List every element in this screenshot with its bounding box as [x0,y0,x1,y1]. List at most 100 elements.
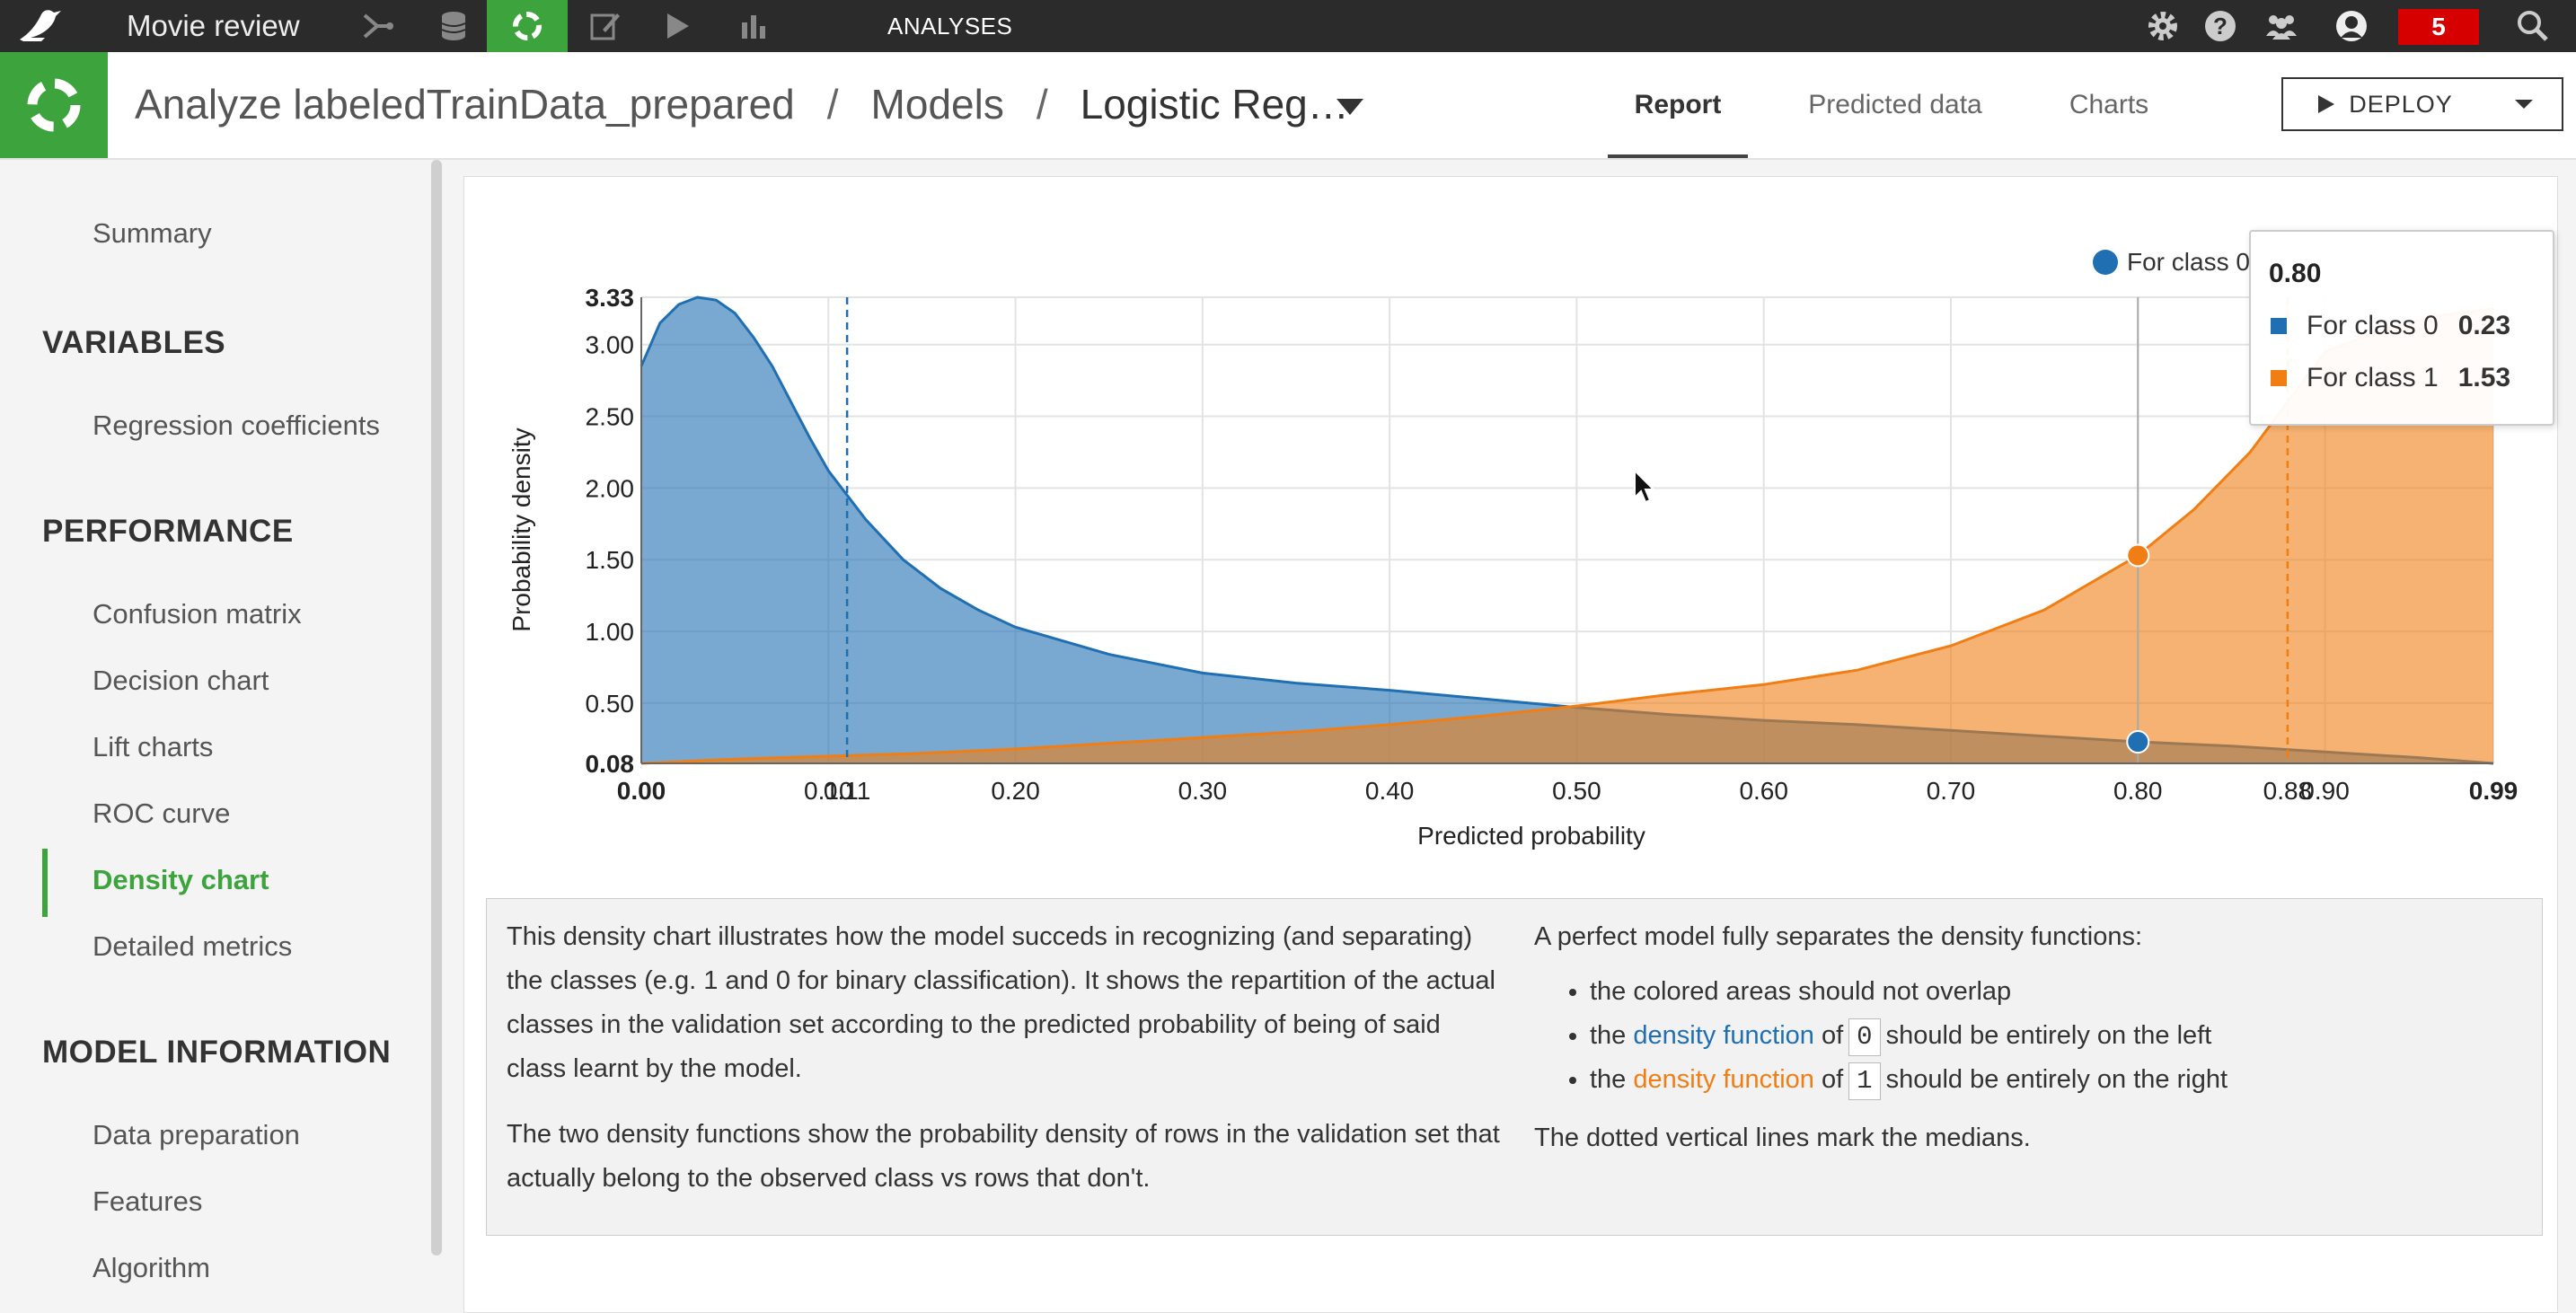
help-icon[interactable]: ? [2193,0,2247,52]
breadcrumb-separator: / [1036,81,1048,128]
y-tick-label: 2.00 [586,474,635,502]
svg-text:?: ? [2213,13,2228,40]
tab-predicted-data[interactable]: Predicted data [1808,90,1982,119]
x-tick-label: 0.40 [1365,777,1415,805]
density-function-link-class1: density function [1633,1065,1814,1094]
chart-areas [640,295,2494,765]
list-item-text: the [1590,1065,1627,1094]
breadcrumb: Analyze labeledTrainData_prepared / Models… [135,52,1349,158]
chart-tooltip: 0.80 For class 0 0.23 For class 1 1.53 [2249,230,2554,426]
density-chart[interactable]: 0.11 0.88 0.00 0.10 0.20 0.30 0.40 0.50 0.60 0.7… [0,0,2576,898]
model-dropdown-icon[interactable] [1329,88,1371,124]
chart-legend[interactable]: For class 0 [2093,248,2250,277]
list-item-text: should be entirely on the right [1885,1065,2228,1094]
report-sidebar: Summary VARIABLES Regression coefficient… [0,160,429,1311]
y-tick-label: 3.33 [586,284,635,312]
breadcrumb-separator: / [826,81,839,128]
y-tick-label: 2.50 [586,403,635,431]
sidebar-item-confusion-matrix[interactable]: Confusion matrix [93,598,302,630]
notifications-badge[interactable]: 5 [2398,9,2479,45]
y-axis-title: Probability density [507,427,535,631]
tab-charts[interactable]: Charts [2069,90,2149,119]
sidebar-item-roc-curve[interactable]: ROC curve [93,797,231,829]
tooltip-value-class0: 0.23 [2457,311,2511,340]
sidebar-item-detailed-metrics[interactable]: Detailed metrics [93,930,293,962]
page-header: Analyze labeledTrainData_prepared / Models… [0,52,2576,160]
explanation-left: This density chart illustrates how the m… [507,915,1504,1222]
sidebar-item-data-preparation[interactable]: Data preparation [93,1119,300,1150]
breadcrumb-model: Logistic Reg… [1080,81,1349,128]
density-area-class1 [641,308,2493,763]
tooltip-swatch-class1 [2271,370,2287,386]
hover-marker-class1 [2126,543,2150,568]
project-name[interactable]: Movie review [127,9,300,42]
analysis-logo-icon[interactable] [0,52,108,158]
deploy-label: DEPLOY [2349,90,2453,118]
app-logo-icon[interactable] [14,5,68,47]
list-item-text: the colored areas should not overlap [1590,977,2012,1006]
sidebar-item-summary[interactable]: Summary [93,217,212,249]
class-code-0: 0 [1848,1018,1881,1056]
gear-icon[interactable] [2136,0,2190,52]
chart-axes: 0.00 0.10 0.20 0.30 0.40 0.50 0.60 0.70 0.80 0.90… [507,284,2518,850]
density-function-link-class0: density function [1633,1021,1814,1050]
chevron-down-icon [2515,100,2533,109]
sidebar-section-performance: PERFORMANCE [42,514,294,549]
sidebar-scrollbar[interactable] [431,160,442,1256]
hover-marker-class0 [2126,730,2150,754]
x-tick-label: 0.60 [1739,777,1788,805]
sidebar-item-lift-charts[interactable]: Lift charts [93,731,214,762]
tooltip-value-class1: 1.53 [2457,363,2511,392]
x-tick-label: 0.80 [2113,777,2163,805]
class-code-1: 1 [1848,1062,1881,1100]
list-item-text: of [1821,1065,1844,1094]
tooltip-swatch-class0 [2271,318,2287,334]
datasets-icon[interactable] [422,0,485,52]
list-item-text: the [1590,1021,1627,1050]
x-tick-label: 0.30 [1178,777,1228,805]
explanation-list: the colored areas should not overlap the… [1534,970,2513,1102]
people-icon[interactable] [2254,0,2308,52]
tab-report[interactable]: Report [1608,52,1748,158]
x-tick-label: 0.00 [617,777,666,805]
legend-label-class0: For class 0 [2127,248,2250,276]
sidebar-section-model-information: MODEL INFORMATION [42,1035,392,1070]
explanation-right: A perfect model fully separates the dens… [1534,915,2513,1182]
explanation-note: The dotted vertical lines mark the media… [1534,1124,2031,1152]
play-icon [2318,95,2335,113]
flow-icon[interactable] [346,0,409,52]
y-tick-label: 1.00 [586,618,635,646]
notebooks-icon[interactable] [573,0,636,52]
x-tick-label: 0.70 [1927,777,1976,805]
explanation-paragraph-2: The two density functions show the proba… [507,1120,1500,1193]
sidebar-item-features[interactable]: Features [93,1185,203,1217]
sidebar-item-decision-chart[interactable]: Decision chart [93,665,269,696]
median-label-class1: 0.88 [2263,777,2313,805]
user-avatar-icon[interactable] [2325,0,2378,52]
sidebar-item-algorithm[interactable]: Algorithm [93,1252,210,1283]
top-nav-bar: Movie review ANALYSES ? 5 [0,0,2576,52]
deploy-dropdown-button[interactable] [2486,77,2563,131]
x-tick-label: 0.90 [2300,777,2350,805]
analyses-icon[interactable] [487,0,568,52]
y-tick-label: 0.50 [586,690,635,718]
tooltip-row-class0: For class 0 0.23 [2271,311,2510,341]
mouse-cursor-icon [1634,469,1656,504]
x-tick-label: 0.50 [1552,777,1601,805]
run-icon[interactable] [645,0,708,52]
sidebar-item-regression-coefficients[interactable]: Regression coefficients [93,410,380,441]
deploy-button[interactable]: DEPLOY [2281,77,2488,131]
y-tick-label: 0.08 [586,750,635,778]
tooltip-header: 0.80 [2269,259,2322,288]
breadcrumb-analysis[interactable]: Analyze labeledTrainData_prepared [135,81,795,128]
x-tick-label: 0.99 [2469,777,2519,805]
list-item-text: of [1821,1021,1844,1050]
active-indicator [42,849,48,917]
sidebar-item-density-chart[interactable]: Density chart [93,864,269,895]
y-tick-label: 1.50 [586,546,635,574]
breadcrumb-models[interactable]: Models [870,81,1004,128]
chart-overlay: 0.11 0.88 [824,297,2312,805]
search-icon[interactable] [2506,0,2560,52]
dashboards-icon[interactable] [723,0,786,52]
